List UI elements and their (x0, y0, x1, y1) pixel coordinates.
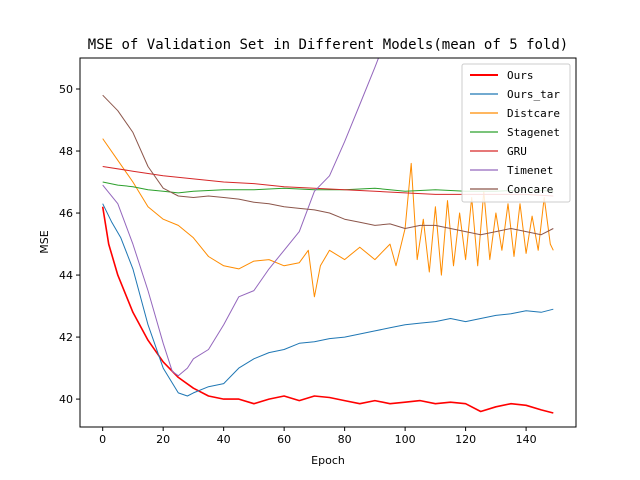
x-tick-label: 80 (338, 433, 352, 446)
x-tick-label: 0 (99, 433, 106, 446)
legend-label-distcare: Distcare (507, 107, 560, 120)
legend: Ours Ours_tar Distcare Stagenet GRU Timenet Co… (461, 63, 571, 203)
series-line-ours (101, 206, 554, 414)
x-axis-label: Epoch (311, 454, 345, 467)
y-axis-label: MSE (38, 230, 51, 253)
axes-frame (79, 57, 577, 428)
legend-label-stagenet: Stagenet (507, 126, 560, 139)
legend-label-gru: GRU (507, 145, 527, 158)
series-line-distcare (102, 138, 554, 298)
legend-label-ours-tar: Ours_tar (507, 88, 560, 101)
x-tick-label: 120 (455, 433, 476, 446)
x-tick-label: 140 (516, 433, 537, 446)
x-tick-label: 20 (156, 433, 170, 446)
legend-box (461, 63, 571, 203)
y-tick-label: 44 (59, 269, 73, 282)
legend-label-ours: Ours (507, 69, 534, 82)
y-tick-label: 42 (59, 331, 73, 344)
x-tick-label: 60 (277, 433, 291, 446)
y-tick-label: 46 (59, 207, 73, 220)
legend-label-timenet: Timenet (507, 164, 553, 177)
legend-label-concare: Concare (507, 183, 553, 196)
ticks-layer: 0 20 40 60 80 100 120 140 40 42 44 46 48 50 (59, 83, 537, 446)
y-tick-label: 50 (59, 83, 73, 96)
y-tick-label: 40 (59, 393, 73, 406)
series-line-timenet (102, 58, 380, 377)
series-line-concare (102, 94, 554, 236)
chart-title: MSE of Validation Set in Different Model… (88, 37, 568, 53)
x-tick-label: 100 (395, 433, 416, 446)
y-tick-label: 48 (59, 145, 73, 158)
series-line-ours-tar (102, 203, 554, 397)
x-tick-label: 40 (217, 433, 231, 446)
